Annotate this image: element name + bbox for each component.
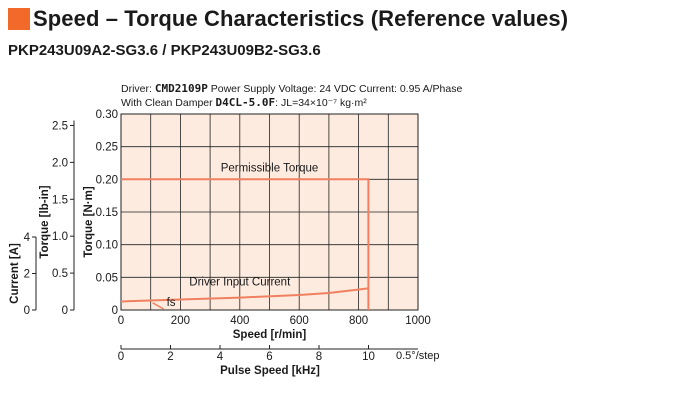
- series-driver-input-current: [120, 287, 369, 303]
- y3-tick-label: 4: [24, 232, 31, 244]
- y-tick-label-nm: 0.05: [96, 272, 118, 284]
- x-tick-label: 400: [230, 315, 249, 327]
- x2-axis-label: Pulse Speed [kHz]: [220, 365, 320, 377]
- x-tick-label: 200: [171, 315, 190, 327]
- x-tick-label: 0: [118, 315, 124, 327]
- y-tick-label-nm: 0.30: [96, 109, 118, 121]
- y-tick-label-nm: 0.25: [96, 142, 118, 154]
- x-tick-label: 800: [349, 315, 368, 327]
- series-label-driver-input-current: Driver Input Current: [189, 276, 291, 288]
- x2-tick-label: 8: [316, 351, 322, 363]
- y2-tick-label: 2.5: [52, 120, 68, 132]
- damper-rest: : JL=34×10⁻⁷ kg·m²: [275, 97, 367, 109]
- fs-marker: [152, 302, 164, 310]
- y2-tick-label: 1.5: [52, 194, 68, 206]
- x-tick-label: 1000: [405, 315, 431, 327]
- y3-tick-label: 2: [24, 269, 30, 281]
- driver-model: CMD2109P: [154, 82, 208, 95]
- y2-axis-label: Torque [lb-in]: [39, 185, 51, 258]
- title-row: Speed – Torque Characteristics (Referenc…: [8, 4, 568, 34]
- x2-tick-label: 0: [118, 351, 124, 363]
- y-tick-label-nm: 0.15: [96, 207, 118, 219]
- title-marker: [8, 8, 30, 30]
- x2-tick-label: 10: [362, 351, 375, 363]
- y2-tick-label: 2.0: [52, 157, 68, 169]
- y2-tick-label: 0.5: [52, 268, 68, 280]
- model-numbers: PKP243U09A2-SG3.6 / PKP243U09B2-SG3.6: [8, 42, 321, 59]
- x-axis-label: Speed [r/min]: [233, 329, 307, 341]
- driver-rest: Power Supply Voltage: 24 VDC Current: 0.…: [207, 83, 463, 95]
- page-title: Speed – Torque Characteristics (Referenc…: [33, 6, 569, 31]
- y3-tick-label: 0: [24, 305, 30, 317]
- y-tick-label-nm: 0: [112, 305, 118, 317]
- damper-model: D4CL-5.0F: [215, 96, 276, 109]
- x2-step-note: 0.5°/step: [396, 350, 440, 362]
- x2-tick-label: 2: [167, 351, 173, 363]
- x-tick-label: 600: [290, 315, 309, 327]
- fs-label: fs: [167, 297, 176, 309]
- y-tick-label-nm: 0.20: [96, 174, 118, 186]
- damper-prefix: With Clean Damper: [121, 97, 216, 109]
- y-tick-label-nm: 0.10: [96, 240, 118, 252]
- driver-prefix: Driver:: [121, 83, 155, 95]
- y-axis-label-nm: Torque [N·m]: [83, 186, 95, 258]
- series-permissible-torque: [121, 178, 370, 310]
- y3-axis-label: Current [A]: [9, 243, 21, 304]
- y2-tick-label: 0: [62, 305, 68, 317]
- y2-tick-label: 1.0: [52, 231, 68, 243]
- series-label-permissible-torque: Permissible Torque: [221, 162, 319, 174]
- x2-tick-label: 4: [217, 351, 224, 363]
- driver-conditions: Driver: CMD2109P Power Supply Voltage: 2…: [121, 82, 462, 95]
- x2-tick-label: 6: [266, 351, 272, 363]
- damper-conditions: With Clean Damper D4CL-5.0F: JL=34×10⁻⁷ …: [121, 96, 367, 109]
